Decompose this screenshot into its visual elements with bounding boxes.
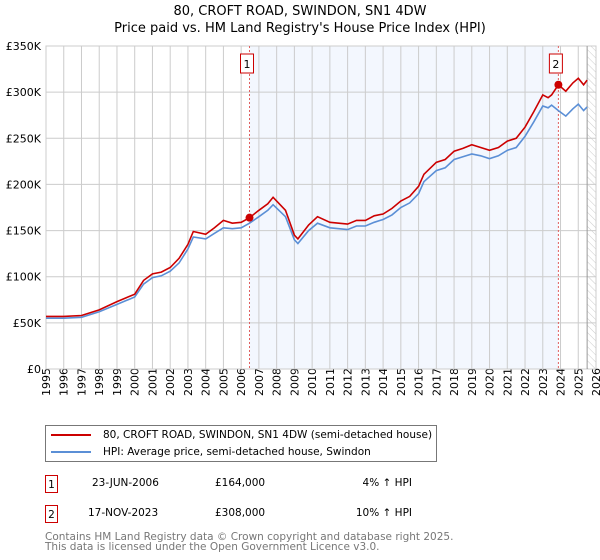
x-tick-label: 1995 (40, 368, 53, 396)
x-tick-label: 2026 (590, 368, 600, 396)
sale-point-2 (554, 80, 563, 89)
x-tick-label: 2009 (288, 368, 301, 396)
chart-subtitle: Price paid vs. HM Land Registry's House … (114, 21, 486, 36)
y-tick-label: £300K (6, 86, 42, 99)
x-tick-label: 2020 (484, 368, 497, 396)
y-tick-label: £100K (6, 271, 42, 284)
x-tick-label: 2005 (217, 368, 230, 396)
x-tick-label: 2021 (501, 368, 514, 396)
ownership-shading (249, 46, 559, 369)
x-tick-label: 2003 (182, 368, 195, 396)
x-tick-label: 2000 (129, 368, 142, 396)
legend: 80, CROFT ROAD, SWINDON, SN1 4DW (semi-d… (45, 425, 437, 462)
x-tick-label: 2008 (271, 368, 284, 396)
x-tick-label: 2004 (200, 368, 213, 396)
x-tick-label: 2014 (377, 368, 390, 396)
x-tick-label: 2001 (146, 368, 159, 396)
sale-price: £164,000 (215, 477, 266, 489)
x-tick-label: 2013 (359, 368, 372, 396)
x-tick-label: 2012 (342, 368, 355, 396)
legend-swatch-hpi (51, 451, 91, 453)
y-tick-label: £50K (13, 317, 42, 330)
x-tick-label: 2018 (448, 368, 461, 396)
hpi-line (46, 102, 588, 319)
x-tick-label: 1998 (93, 368, 106, 396)
sale-hpi-diff: 10% ↑ HPI (355, 507, 412, 519)
y-tick-label: £350K (6, 40, 42, 53)
footer-copyright: Contains HM Land Registry data © Crown c… (45, 531, 454, 543)
x-tick-label: 1997 (75, 368, 88, 396)
y-tick-label: £200K (6, 178, 42, 191)
chart-title: 80, CROFT ROAD, SWINDON, SN1 4DW (173, 4, 427, 19)
sale-date: 23-JUN-2006 (92, 477, 159, 489)
legend-swatch-price (51, 434, 91, 436)
footer-licence: This data is licensed under the Open Gov… (45, 541, 380, 553)
x-tick-label: 1999 (111, 368, 124, 396)
forecast-hatch (587, 46, 596, 369)
sale-label-box-1 (240, 53, 254, 74)
x-tick-label: 2007 (253, 368, 266, 396)
x-tick-label: 2015 (395, 368, 408, 396)
x-tick-label: 2002 (164, 368, 177, 396)
x-tick-label: 2017 (430, 368, 443, 396)
price-line (46, 77, 588, 318)
x-tick-label: 1996 (58, 368, 71, 396)
sale-label-1: 1 (244, 58, 251, 71)
legend-label-hpi: HPI: Average price, semi-detached house,… (103, 446, 371, 458)
sale-row-1: 1 23-JUN-2006 £164,000 4% ↑ HPI (45, 475, 445, 495)
sale-price: £308,000 (215, 507, 266, 519)
x-tick-label: 2023 (537, 368, 550, 396)
x-tick-label: 2025 (572, 368, 585, 396)
y-tick-label: £250K (6, 132, 42, 145)
sale-marker-1: 1 (45, 475, 58, 493)
x-tick-label: 2010 (306, 368, 319, 396)
price-chart: 1995 1996 1997 1998 1999 2000 2001 2002 2003 2004… (6, 40, 600, 396)
x-tick-label: 2024 (555, 368, 568, 396)
sale-label-box-2 (548, 53, 563, 74)
sale-hpi-diff: 4% ↑ HPI (362, 477, 412, 489)
y-tick-label: £150K (6, 225, 42, 238)
legend-label-price: 80, CROFT ROAD, SWINDON, SN1 4DW (semi-d… (103, 429, 433, 441)
y-tick-label: £0 (27, 363, 41, 376)
sale-row-2: 2 17-NOV-2023 £308,000 10% ↑ HPI (45, 505, 445, 525)
x-tick-label: 2006 (235, 368, 248, 396)
sale-date: 17-NOV-2023 (88, 507, 159, 519)
sale-marker-2: 2 (45, 505, 58, 523)
sale-label-2: 2 (552, 58, 559, 71)
sale-point-1 (245, 213, 254, 222)
x-tick-label: 2016 (413, 368, 426, 396)
x-tick-label: 2019 (466, 368, 479, 396)
x-tick-label: 2011 (324, 368, 337, 396)
x-tick-label: 2022 (519, 368, 532, 396)
